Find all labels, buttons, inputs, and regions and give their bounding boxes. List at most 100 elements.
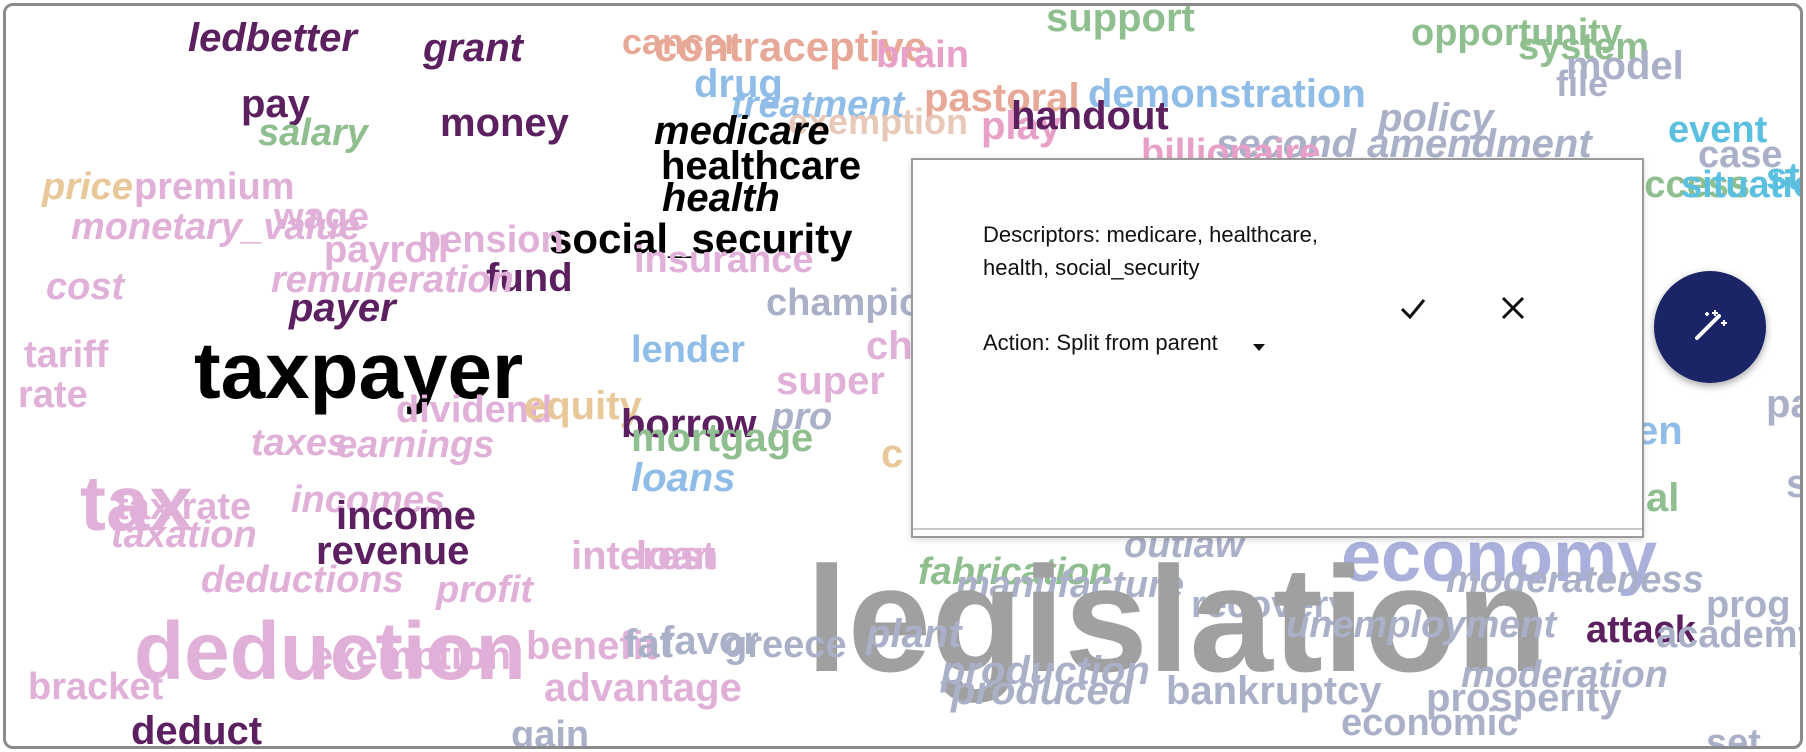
cloud-word[interactable]: deduction xyxy=(134,606,526,697)
cloud-word[interactable]: grant xyxy=(423,26,523,70)
cloud-word[interactable]: model xyxy=(1566,44,1684,88)
cloud-word[interactable]: ledbetter xyxy=(188,16,357,60)
cloud-word[interactable]: pastoral xyxy=(924,76,1080,120)
cloud-word[interactable]: contraceptive xyxy=(654,23,928,70)
cloud-word[interactable]: drug xyxy=(694,62,783,106)
confirm-button[interactable] xyxy=(1393,290,1433,330)
cloud-word[interactable]: treatment xyxy=(731,84,905,126)
cloud-word[interactable]: economic xyxy=(1341,702,1519,744)
cloud-word[interactable]: brain xyxy=(876,34,969,76)
cloud-word[interactable]: health xyxy=(662,176,780,220)
cloud-word[interactable]: taxpayer xyxy=(194,326,524,415)
cloud-word[interactable]: pay xyxy=(241,82,310,126)
cloud-word[interactable]: policy xyxy=(1378,96,1494,140)
cloud-word[interactable]: moderateness xyxy=(1446,559,1704,601)
cloud-word[interactable]: greece xyxy=(724,624,847,666)
cloud-word[interactable]: fund xyxy=(486,256,573,300)
cloud-word[interactable]: play xyxy=(981,104,1062,148)
cloud-word[interactable]: manufacture xyxy=(956,564,1185,606)
cloud-word[interactable]: prog xyxy=(1706,584,1791,626)
cloud-word[interactable]: system xyxy=(1518,26,1649,68)
cloud-word[interactable]: social_security xyxy=(549,215,853,262)
cloud-word[interactable]: monetary_value xyxy=(71,206,361,248)
cloud-word[interactable]: loans xyxy=(631,456,736,500)
cloud-word[interactable]: exemption xyxy=(311,634,512,678)
cloud-word[interactable]: exemption xyxy=(788,101,969,142)
cloud-word[interactable]: second amendment xyxy=(1216,122,1592,166)
action-select[interactable]: Split from parent xyxy=(1056,330,1266,355)
cloud-word[interactable]: fat xyxy=(624,622,673,666)
cloud-word[interactable]: al xyxy=(1646,476,1680,520)
cloud-word[interactable]: set xyxy=(1706,722,1761,749)
cloud-word[interactable]: healthcare xyxy=(661,144,862,188)
cloud-word[interactable]: deductions xyxy=(201,559,404,601)
cloud-word[interactable]: lender xyxy=(631,329,746,371)
cloud-word[interactable]: academy xyxy=(1656,614,1803,656)
cloud-word[interactable]: bankruptcy xyxy=(1166,669,1382,713)
cloud-word[interactable]: legislation xyxy=(806,535,1548,703)
cloud-word[interactable]: demonstration xyxy=(1088,72,1366,116)
cloud-word[interactable]: earnings xyxy=(336,424,495,466)
cloud-word[interactable]: cost xyxy=(46,266,125,308)
cloud-word[interactable]: payroll xyxy=(324,229,449,271)
cloud-word[interactable]: loan xyxy=(636,534,719,578)
cloud-word[interactable]: tariff xyxy=(24,334,109,376)
cloud-word[interactable]: produced xyxy=(951,669,1134,713)
cloud-word[interactable]: st xyxy=(1766,156,1800,198)
cloud-word[interactable]: tax rate xyxy=(116,486,252,528)
cloud-word[interactable]: equity xyxy=(524,384,642,428)
cloud-word[interactable]: money xyxy=(440,101,569,145)
cloud-word[interactable]: medicare xyxy=(654,109,830,153)
cloud-word[interactable]: file xyxy=(1556,63,1609,104)
cloud-word[interactable]: cancer xyxy=(622,21,739,62)
cloud-word[interactable]: borrow xyxy=(621,402,757,446)
cloud-word[interactable]: tax xyxy=(80,459,193,547)
cloud-word[interactable]: event xyxy=(1668,109,1768,151)
cloud-word[interactable]: mortgage xyxy=(631,416,814,460)
cloud-word[interactable]: pension xyxy=(418,219,564,261)
cloud-word[interactable]: favor xyxy=(661,619,759,663)
cloud-word[interactable]: income xyxy=(336,494,477,538)
cloud-word[interactable]: super xyxy=(776,359,885,403)
cloud-word[interactable]: incomes xyxy=(291,479,446,521)
cloud-word[interactable]: revenue xyxy=(316,529,470,573)
cloud-word[interactable]: premium xyxy=(134,166,295,208)
cloud-word[interactable]: rate xyxy=(18,374,88,416)
cloud-word[interactable]: wage xyxy=(274,196,370,238)
cloud-word[interactable]: bracket xyxy=(28,666,164,708)
cloud-word[interactable]: gain xyxy=(511,714,590,749)
cloud-word[interactable]: ch xyxy=(866,324,913,368)
cloud-word[interactable]: taxes xyxy=(251,422,349,464)
cloud-word[interactable]: advantage xyxy=(544,666,742,710)
cloud-word[interactable]: price xyxy=(42,166,133,208)
cloud-word[interactable]: moderation xyxy=(1461,654,1668,696)
cloud-word[interactable]: unemployment xyxy=(1286,604,1557,646)
cloud-word[interactable]: insurance xyxy=(634,239,814,281)
cloud-word[interactable]: c xyxy=(881,432,904,476)
cancel-button[interactable] xyxy=(1493,290,1533,330)
cloud-word[interactable]: opportunity xyxy=(1411,12,1623,54)
cloud-word[interactable]: taxation xyxy=(111,514,257,556)
cloud-word[interactable]: s xyxy=(1786,464,1800,504)
cloud-word[interactable]: interest xyxy=(571,534,716,578)
cloud-word[interactable]: recovery xyxy=(1191,584,1350,626)
cloud-word[interactable]: attack xyxy=(1586,609,1696,651)
cloud-word[interactable]: handout xyxy=(1011,94,1169,138)
cloud-word[interactable]: prosperity xyxy=(1426,676,1622,720)
cloud-word[interactable]: remuneration xyxy=(271,259,514,301)
cloud-word[interactable]: benefit xyxy=(526,624,658,668)
cloud-word[interactable]: production xyxy=(941,649,1150,693)
cloud-word[interactable]: payer xyxy=(289,286,396,330)
magic-action-button[interactable] xyxy=(1654,271,1766,383)
cloud-word[interactable]: profit xyxy=(436,569,534,611)
cloud-word[interactable]: pa xyxy=(1766,382,1800,426)
cloud-word[interactable]: fabrication xyxy=(918,551,1113,593)
cloud-word[interactable]: situation xyxy=(1681,164,1800,206)
cloud-word[interactable]: deduct xyxy=(131,709,263,749)
cloud-word[interactable]: pro xyxy=(771,396,833,438)
cloud-word[interactable]: case xyxy=(1698,134,1783,176)
cloud-word[interactable]: dividend xyxy=(396,389,553,431)
cloud-word[interactable]: plant xyxy=(866,612,962,656)
cloud-word[interactable]: support xyxy=(1046,3,1195,40)
cloud-word[interactable]: salary xyxy=(258,112,368,154)
